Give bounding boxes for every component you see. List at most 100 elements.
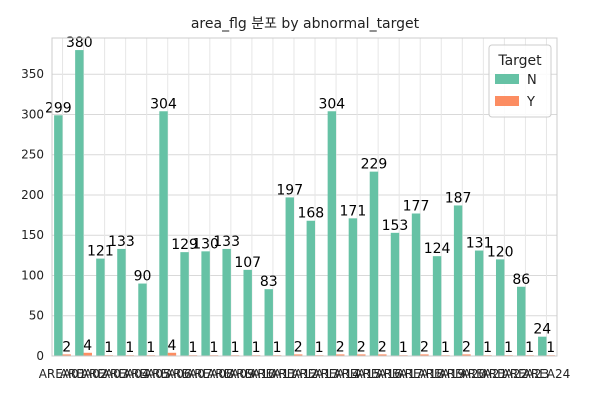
- bar-n: [222, 248, 231, 356]
- x-tick-label: AREA08: [186, 367, 234, 381]
- y-tick-label: 0: [36, 349, 44, 363]
- bar-value-label: 153: [382, 218, 409, 234]
- bar-value-label: 171: [340, 203, 367, 219]
- bar-value-label: 1: [399, 340, 408, 356]
- x-tick-label: AREA07: [165, 367, 213, 381]
- legend-label-y: Y: [526, 95, 535, 110]
- bar-value-label: 1: [146, 340, 155, 356]
- bar-value-label: 133: [213, 234, 240, 250]
- bar-value-label: 1: [231, 340, 240, 356]
- bar-value-label: 2: [336, 339, 345, 355]
- x-tick-label: AREA13: [291, 367, 339, 381]
- bars: [54, 50, 555, 357]
- x-tick-label: AREA18: [396, 367, 444, 381]
- x-tick-label: AREA17: [375, 367, 423, 381]
- bar-labels: 2993801211339030412913013310783197168304…: [45, 35, 555, 356]
- y-tick-label: 200: [21, 188, 44, 202]
- bar-value-label: 1: [104, 340, 113, 356]
- bar-value-label: 229: [361, 157, 388, 173]
- y-tick-label: 150: [21, 228, 44, 242]
- y-tick-label: 50: [29, 309, 44, 323]
- bar-n: [517, 286, 526, 356]
- bar-value-label: 299: [45, 100, 72, 116]
- y-tick-label: 300: [21, 107, 44, 121]
- legend: Target NY: [488, 44, 552, 118]
- bar-value-label: 1: [546, 340, 555, 356]
- legend-swatch-y: [495, 96, 519, 106]
- x-tick-label: AREA04: [102, 367, 150, 381]
- y-tick-label: 350: [21, 67, 44, 81]
- x-tick-label: AREA19: [417, 367, 465, 381]
- bar-value-label: 121: [87, 244, 114, 260]
- bar-value-label: 2: [420, 339, 429, 355]
- bar-value-label: 2: [357, 339, 366, 355]
- legend-title: Target: [497, 53, 542, 69]
- bar-value-label: 1: [315, 340, 324, 356]
- y-tick-label: 250: [21, 148, 44, 162]
- bar-n: [474, 250, 484, 356]
- bar-n: [538, 336, 547, 356]
- x-tick-label: AREA12: [270, 367, 318, 381]
- bar-value-label: 1: [441, 340, 450, 356]
- x-tick-label: AREA24: [523, 367, 571, 381]
- bar-y: [62, 354, 71, 356]
- bar-value-label: 304: [150, 96, 177, 112]
- bar-n: [117, 248, 126, 356]
- plot-frame: [51, 37, 558, 357]
- bar-n: [306, 220, 316, 356]
- x-tick-label: AREA01: [39, 367, 87, 381]
- bar-n: [264, 289, 273, 356]
- bar-n: [453, 205, 463, 356]
- legend-swatch-n: [495, 74, 519, 84]
- x-tick-label: AREA02: [60, 367, 108, 381]
- bar-value-label: 1: [525, 340, 534, 356]
- bar-n: [390, 232, 400, 356]
- x-tick-label: AREA06: [144, 367, 192, 381]
- bar-value-label: 304: [318, 96, 345, 112]
- bar-y: [378, 354, 387, 356]
- legend-label-n: N: [527, 73, 537, 88]
- bar-n: [348, 218, 358, 356]
- bar-n: [180, 252, 189, 356]
- bar-value-label: 1: [210, 340, 219, 356]
- x-tick-label: AREA03: [81, 367, 129, 381]
- bar-value-label: 1: [504, 340, 513, 356]
- bar-value-label: 2: [62, 339, 71, 355]
- bar-y: [357, 354, 366, 356]
- bar-y: [167, 352, 177, 356]
- bar-value-label: 86: [512, 272, 530, 288]
- bar-n: [495, 259, 505, 356]
- bar-value-label: 187: [445, 190, 472, 206]
- bar-value-label: 4: [83, 338, 92, 354]
- bar-n: [201, 251, 210, 356]
- bar-n: [411, 213, 421, 356]
- bar-n: [96, 258, 105, 356]
- x-tick-label: AREA05: [123, 367, 171, 381]
- bar-n: [243, 269, 252, 356]
- bar-value-label: 120: [487, 244, 514, 260]
- bar-n: [159, 111, 168, 356]
- bar-value-label: 131: [466, 236, 493, 252]
- bar-value-label: 83: [260, 274, 278, 290]
- bar-value-label: 2: [462, 339, 471, 355]
- x-tick-label: AREA23: [502, 367, 550, 381]
- bar-value-label: 168: [297, 206, 324, 222]
- bar-value-label: 1: [252, 340, 261, 356]
- bar-value-label: 130: [192, 236, 219, 252]
- bar-y: [83, 352, 92, 356]
- x-tick-label: AREA21: [460, 367, 508, 381]
- bar-y: [293, 354, 303, 356]
- bar-value-label: 1: [189, 340, 198, 356]
- bar-value-label: 24: [533, 322, 551, 338]
- x-tick-label: AREA16: [354, 367, 402, 381]
- bar-n: [432, 256, 442, 356]
- bar-n: [369, 171, 379, 356]
- y-tick-label: 100: [21, 268, 44, 282]
- axes: 050100150200250300350AREA01AREA02AREA03A…: [21, 37, 571, 381]
- bar-n: [285, 197, 294, 356]
- bar-n: [75, 50, 84, 356]
- bar-value-label: 1: [125, 340, 134, 356]
- bar-value-label: 124: [424, 241, 451, 257]
